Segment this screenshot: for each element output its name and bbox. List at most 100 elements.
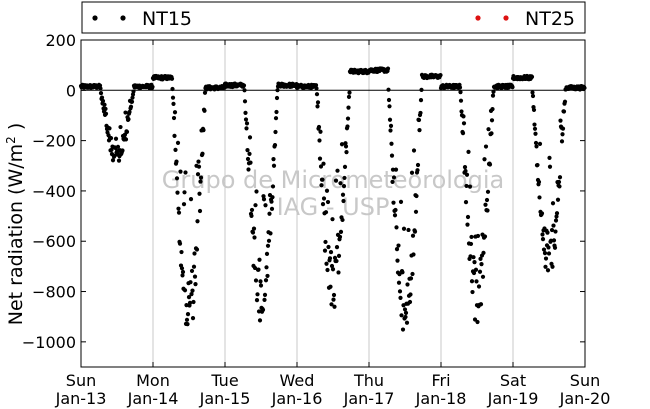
data-point-nt15 (333, 178, 339, 183)
data-point-nt15 (252, 265, 258, 271)
data-point-nt15 (530, 93, 536, 99)
data-point-nt15 (549, 227, 555, 233)
data-point-nt15 (344, 150, 349, 155)
data-point-nt15 (552, 245, 558, 250)
data-point-nt15 (115, 144, 121, 149)
data-point-nt15 (388, 123, 394, 128)
data-point-nt15 (417, 128, 422, 133)
data-point-nt15 (113, 136, 119, 141)
data-point-nt15 (174, 159, 179, 164)
data-point-nt15 (195, 172, 201, 177)
data-point-nt15 (404, 320, 410, 325)
data-point-nt15 (264, 251, 270, 256)
data-point-nt15 (481, 250, 486, 255)
data-point-nt15 (335, 168, 340, 173)
data-point-nt15 (392, 213, 398, 218)
data-point-nt15 (322, 248, 328, 253)
data-point-nt15 (345, 116, 351, 121)
data-point-nt15 (274, 95, 280, 101)
data-point-nt15 (530, 90, 535, 95)
y-tick-label: −800 (32, 283, 76, 302)
data-point-nt15 (243, 110, 248, 115)
data-point-nt15 (466, 149, 471, 154)
data-point-nt15 (185, 312, 191, 317)
data-point-nt15 (415, 168, 420, 173)
data-point-nt15 (171, 101, 176, 106)
data-point-nt15 (123, 110, 128, 115)
data-point-nt15 (470, 289, 475, 295)
data-point-nt15 (393, 167, 399, 172)
data-point-nt15 (556, 179, 562, 185)
y-axis-title-close: ) (5, 123, 27, 136)
data-point-nt15 (174, 176, 180, 181)
data-point-nt15 (487, 162, 493, 167)
data-point-nt15 (324, 188, 330, 193)
watermark-line-1: Grupo de Micrometeorologia (162, 166, 504, 194)
y-tick-label: 200 (45, 31, 76, 50)
data-point-nt15 (401, 226, 407, 231)
data-point-nt15 (485, 189, 491, 194)
data-point-nt15 (314, 86, 319, 91)
data-point-nt15 (386, 87, 391, 92)
data-point-nt15 (329, 263, 335, 269)
data-point-nt15 (537, 195, 542, 200)
data-point-nt15 (413, 209, 419, 214)
x-tick-label-day: Fri (431, 371, 450, 390)
data-point-nt15 (334, 244, 340, 250)
data-point-nt15 (191, 299, 196, 305)
data-point-nt15 (191, 264, 197, 269)
data-point-nt15 (389, 141, 394, 146)
grid (152, 40, 514, 367)
data-point-nt15 (340, 217, 345, 223)
data-point-nt15 (461, 114, 466, 119)
data-point-nt15 (270, 195, 275, 200)
data-point-nt15 (171, 115, 177, 121)
data-point-nt15 (124, 129, 130, 134)
data-point-nt15 (324, 261, 329, 266)
data-point-nt15 (330, 267, 336, 272)
data-point-nt15 (400, 327, 406, 332)
y-tick-label: −600 (32, 232, 76, 251)
data-point-nt15 (246, 167, 251, 172)
data-point-nt15 (192, 251, 197, 256)
data-point-nt15 (264, 265, 269, 270)
data-point-nt15 (468, 241, 474, 247)
data-point-nt15 (110, 158, 116, 163)
data-point-nt15 (535, 162, 540, 168)
data-point-nt15 (175, 140, 181, 145)
data-point-nt15 (418, 110, 423, 116)
data-point-nt15 (387, 104, 392, 109)
data-point-nt15 (547, 164, 553, 169)
data-point-nt15 (347, 90, 352, 95)
data-point-nt15 (319, 183, 324, 188)
data-point-nt15 (255, 292, 260, 297)
data-point-nt15 (272, 142, 278, 148)
data-point-nt15 (463, 200, 469, 205)
data-point-nt15 (252, 235, 257, 240)
data-point-nt15 (197, 208, 203, 214)
data-point-nt15 (314, 92, 320, 97)
data-point-nt15 (560, 132, 565, 137)
data-point-nt15 (180, 269, 186, 275)
data-point-nt15 (202, 90, 208, 95)
data-point-nt15 (249, 213, 254, 218)
data-point-nt15 (325, 199, 331, 205)
data-point-nt15 (262, 297, 267, 302)
data-point-nt15 (465, 222, 470, 227)
data-point-nt15 (341, 198, 346, 204)
data-point-nt15 (179, 266, 185, 271)
data-point-nt15 (262, 292, 268, 297)
data-point-nt15 (263, 278, 269, 283)
data-point-nt15 (398, 199, 404, 204)
data-point-nt15 (241, 83, 247, 88)
x-tick-label-date: Jan-20 (559, 389, 611, 408)
legend-box (81, 1, 586, 34)
y-tick-label: −200 (32, 132, 76, 151)
data-point-nt15 (474, 279, 479, 284)
data-point-nt15 (489, 118, 495, 123)
data-point-nt15 (317, 156, 323, 161)
data-point-nt15 (243, 117, 249, 122)
y-axis-title-main: Net radiation (W/m (5, 144, 27, 325)
data-point-nt15 (245, 148, 250, 153)
data-point-nt15 (543, 256, 549, 261)
